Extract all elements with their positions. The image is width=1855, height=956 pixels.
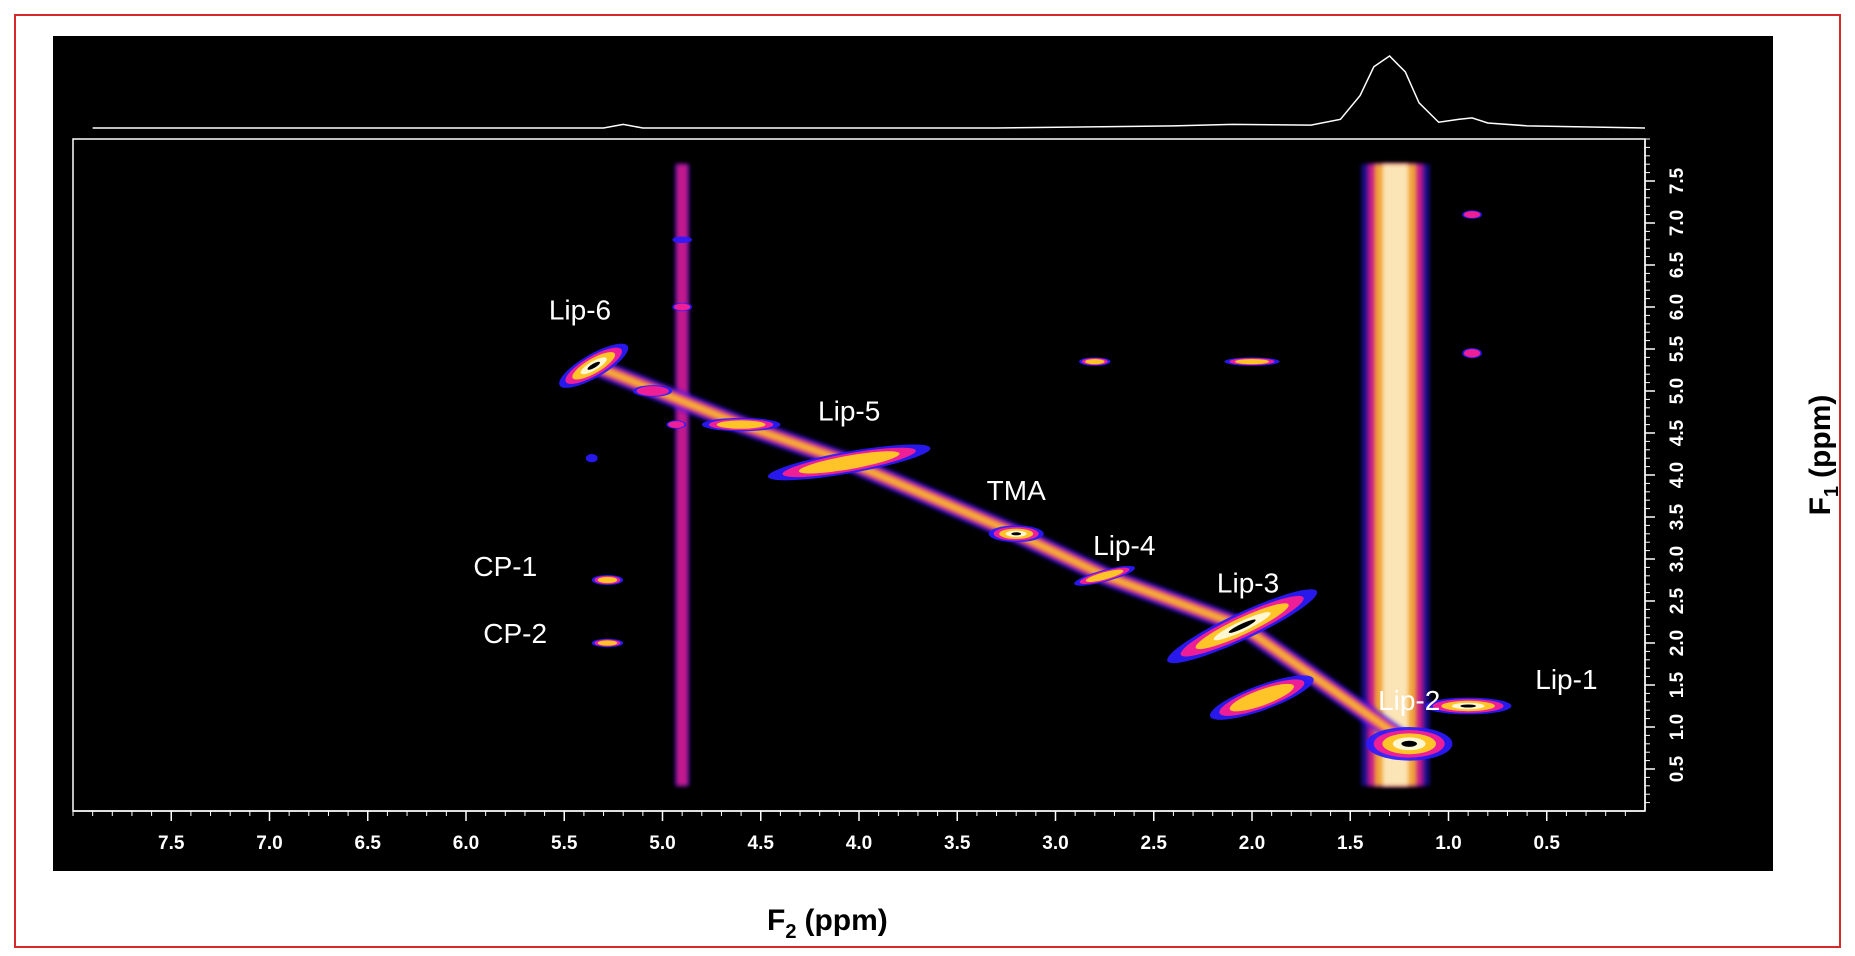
- peak-4: [988, 525, 1044, 543]
- peak-13-contour-2: [597, 640, 618, 646]
- f2-projection-group: [92, 55, 1646, 129]
- y-axis-title-unit: (ppm): [1804, 395, 1837, 478]
- peak-8-core: [1401, 740, 1417, 747]
- y-axis-title-main: F: [1804, 497, 1837, 515]
- x-tick-label-2: 6.5: [355, 833, 382, 854]
- peak-label-tma: TMA: [987, 475, 1046, 506]
- x-tick-label-3: 6.0: [453, 833, 479, 854]
- peak-8: [1365, 727, 1453, 761]
- peak-14: [666, 420, 687, 429]
- x-tick-label-9: 3.0: [1042, 833, 1068, 854]
- x-tick-label-1: 7.0: [256, 833, 282, 854]
- y-ticks-group: 0.5 1.0 1.5 2.0 2.5 3.0 3.5 4.0 4.5 5.0 5.5 6.0 6.5 7…: [1645, 138, 1688, 804]
- y-tick-label-8: 4.5: [1667, 419, 1688, 446]
- peak-label-cp-2: CP-2: [483, 618, 547, 649]
- peak-label-lip-1: Lip-1: [1535, 664, 1597, 695]
- ridge-0-layer-3: [1382, 164, 1409, 786]
- x-tick-label-6: 4.5: [748, 833, 775, 854]
- peak-10-contour-2: [1085, 358, 1105, 365]
- x-tick-label-4: 5.5: [551, 833, 578, 854]
- peak-18-contour-1: [1464, 349, 1481, 358]
- y-tick-label-2: 1.5: [1667, 671, 1688, 698]
- peak-19: [1462, 210, 1482, 219]
- peak-label-lip-2: Lip-2: [1378, 685, 1440, 716]
- y-tick-label-9: 5.0: [1667, 378, 1688, 404]
- peak-1-contour-1: [636, 386, 669, 396]
- peak-14-contour-1: [668, 421, 685, 429]
- x-axis-title-unit: (ppm): [804, 904, 887, 937]
- peak-11-contour-2: [1234, 358, 1270, 365]
- peak-5: [1074, 565, 1136, 586]
- annotation-group: Lip-6 Lip-5 TMA Lip-4 Lip-3 CP-1 CP-2 Lip-2 Lip-…: [473, 295, 1597, 717]
- x-tick-label-12: 1.5: [1337, 833, 1364, 854]
- peak-label-lip-5: Lip-5: [818, 395, 880, 426]
- y-tick-label-11: 6.0: [1667, 294, 1688, 320]
- peak-5-contour-2: [1085, 569, 1124, 582]
- y-tick-label-0: 0.5: [1667, 755, 1688, 782]
- peak-7-contour-2: [1229, 683, 1294, 712]
- y-axis-title-sub: 1: [1821, 486, 1843, 497]
- x-tick-label-14: 0.5: [1534, 833, 1561, 854]
- peak-18: [1462, 348, 1482, 359]
- x-tick-label-8: 3.5: [944, 833, 971, 854]
- peak-2-contour-2: [716, 420, 766, 429]
- y-tick-label-5: 3.0: [1667, 546, 1688, 572]
- peak-17-contour-1: [674, 303, 691, 311]
- y-tick-label-3: 2.0: [1667, 630, 1688, 656]
- x-ticks-group: 7.5 7.0 6.5 6.0 5.5 5.0 4.5 4.0 3.5 3.0 2.5 2.0 1.5 1…: [72, 811, 1626, 854]
- peak-12-contour-2: [597, 576, 618, 584]
- peak-19-contour-1: [1464, 211, 1481, 219]
- f2-projection-trace: [92, 55, 1646, 129]
- x-axis-title-sub: 2: [785, 921, 796, 943]
- peak-4-core: [1011, 532, 1022, 536]
- y-tick-label-14: 7.5: [1667, 167, 1688, 194]
- peak-3-contour-2: [798, 451, 900, 474]
- y-axis-title: F1 (ppm): [1804, 395, 1843, 516]
- peak-6-core: [1228, 619, 1256, 633]
- x-tick-label-5: 5.0: [649, 833, 675, 854]
- peak-16-contour-0: [672, 236, 692, 244]
- x-tick-label-13: 1.0: [1435, 833, 1461, 854]
- ridge-group: [675, 164, 1430, 786]
- figure-frame: [14, 14, 1841, 948]
- y-tick-label-1: 1.0: [1667, 714, 1688, 740]
- peak-label-lip-6: Lip-6: [549, 295, 611, 326]
- peak-label-lip-4: Lip-4: [1093, 530, 1155, 561]
- peak-9-core: [1460, 704, 1476, 708]
- peak-label-cp-1: CP-1: [473, 551, 537, 582]
- peak-11: [1224, 357, 1280, 366]
- x-tick-label-0: 7.5: [158, 833, 185, 854]
- peak-3: [767, 444, 931, 481]
- peak-13: [591, 638, 624, 648]
- peak-0-core: [587, 361, 600, 370]
- y-tick-label-4: 2.5: [1667, 587, 1688, 614]
- x-tick-label-7: 4.0: [846, 833, 872, 854]
- ridge-1-layer-1: [676, 164, 688, 786]
- peak-label-lip-3: Lip-3: [1217, 568, 1279, 599]
- x-axis-title: F2 (ppm): [767, 904, 888, 943]
- peak-1: [633, 385, 673, 397]
- peak-16: [672, 236, 692, 244]
- peak-9: [1424, 697, 1512, 715]
- peak-2: [701, 417, 781, 432]
- peak-15-contour-0: [585, 454, 598, 463]
- y-tick-label-10: 5.5: [1667, 335, 1688, 362]
- peak-7: [1209, 675, 1314, 720]
- y-tick-label-12: 6.5: [1667, 251, 1688, 278]
- y-tick-label-6: 3.5: [1667, 503, 1688, 530]
- x-axis-title-main: F: [767, 904, 785, 937]
- peak-group: [559, 210, 1512, 761]
- peak-10: [1079, 357, 1111, 366]
- x-tick-label-11: 2.0: [1239, 833, 1265, 854]
- peak-17: [672, 302, 692, 312]
- y-tick-label-13: 7.0: [1667, 210, 1688, 236]
- peak-12: [591, 574, 624, 586]
- x-tick-label-10: 2.5: [1141, 833, 1168, 854]
- peak-15: [585, 454, 598, 463]
- y-tick-label-7: 4.0: [1667, 462, 1688, 488]
- peak-6: [1167, 589, 1318, 664]
- peak-0: [559, 343, 629, 388]
